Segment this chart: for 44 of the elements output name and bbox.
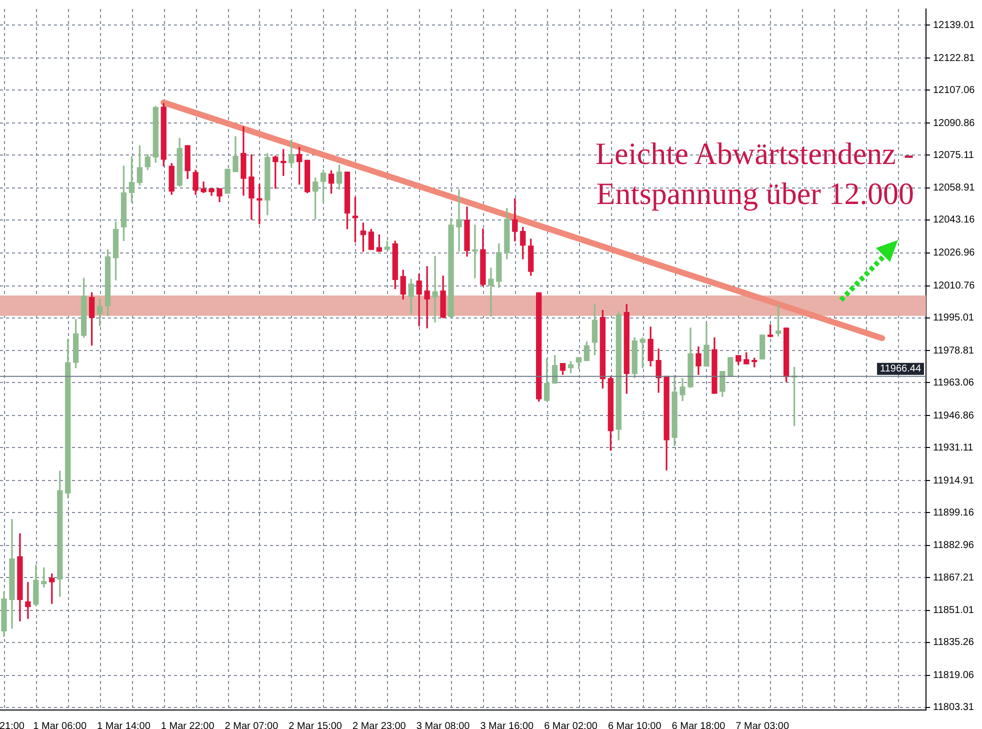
x-tick-label: 3 Mar 08:00 bbox=[416, 720, 470, 729]
x-tick-label: 1 Mar 14:00 bbox=[97, 720, 151, 729]
y-tick-label: 11867.21 bbox=[933, 572, 974, 584]
x-tick-label: 3 Mar 16:00 bbox=[480, 720, 534, 729]
candlestick bbox=[424, 266, 430, 328]
y-tick-label: 12043.16 bbox=[933, 214, 976, 226]
candlestick bbox=[256, 184, 262, 224]
y-tick-label: 11978.81 bbox=[933, 345, 974, 356]
y-tick-label: 11819.06 bbox=[933, 670, 974, 682]
x-tick-label: 1 Mar 06:00 bbox=[33, 720, 87, 729]
x-tick-label: 6 Mar 10:00 bbox=[608, 720, 662, 729]
y-tick-label: 12090.86 bbox=[933, 118, 976, 129]
x-tick-label: 2 Mar 07:00 bbox=[224, 720, 279, 729]
candlestick bbox=[472, 224, 478, 278]
x-tick-label: 7 Mar 03:00 bbox=[736, 720, 790, 729]
y-tick-label: 11946.86 bbox=[933, 410, 974, 422]
y-tick-label: 11882.96 bbox=[933, 540, 974, 552]
y-tick-label: 12075.11 bbox=[933, 150, 974, 161]
y-tick-label: 12107.06 bbox=[933, 84, 976, 96]
x-tick-label: 2 Mar 15:00 bbox=[288, 720, 342, 729]
x-tick-label: 6 Mar 18:00 bbox=[672, 720, 726, 729]
y-tick-label: 12122.81 bbox=[933, 52, 976, 64]
y-tick-label: 11914.91 bbox=[933, 475, 974, 486]
x-tick-label: 6 Mar 02:00 bbox=[544, 720, 598, 729]
y-tick-label: 12026.96 bbox=[933, 248, 976, 259]
y-tick-label: 12010.76 bbox=[933, 280, 976, 292]
ref-line-label: 11966.44 bbox=[880, 364, 922, 375]
y-tick-label: 11995.01 bbox=[933, 312, 974, 324]
x-tick-label: 21:00 bbox=[0, 720, 25, 729]
y-tick-label: 12058.91 bbox=[933, 182, 976, 194]
x-tick-label: 2 Mar 23:00 bbox=[352, 720, 406, 729]
y-tick-label: 11835.26 bbox=[933, 637, 974, 648]
annotation: Leichte Abwärtstendenz - Entspannung über 12.000 bbox=[594, 135, 914, 213]
y-tick-label: 11963.06 bbox=[933, 377, 974, 388]
y-tick-label: 11803.31 bbox=[933, 702, 974, 714]
y-tick-label: 12139.01 bbox=[933, 20, 976, 31]
candlestick bbox=[456, 189, 462, 252]
y-tick-label: 11931.11 bbox=[933, 442, 974, 454]
candlestick bbox=[488, 268, 494, 317]
y-tick-label: 11851.01 bbox=[933, 605, 974, 616]
x-tick-label: 1 Mar 22:00 bbox=[160, 720, 215, 729]
y-tick-label: 11899.16 bbox=[933, 507, 974, 518]
candlestick bbox=[25, 582, 31, 619]
candlestick bbox=[432, 256, 438, 322]
